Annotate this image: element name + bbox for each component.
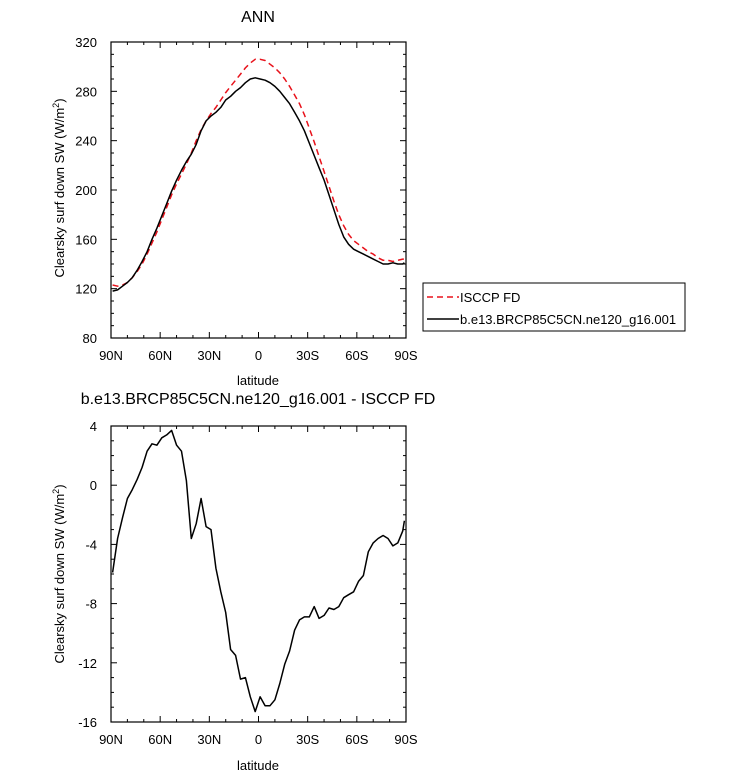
top-chart-x-tick-label: 30S — [296, 348, 319, 363]
top-chart-x-tick-label: 90S — [394, 348, 417, 363]
top-chart-y-axis-label-superscript: 2 — [51, 103, 61, 108]
top-chart-y-tick-label: 240 — [75, 134, 97, 149]
bottom-chart-x-tick-label: 90N — [99, 732, 123, 747]
legend: ISCCP FD b.e13.BRCP85C5CN.ne120_g16.001 — [422, 282, 686, 332]
bottom-chart-frame — [110, 425, 407, 723]
bottom-chart-y-tick-label: 0 — [90, 478, 97, 493]
bottom-chart-y-axis-label-main: Clearsky surf down SW (W/m — [52, 494, 67, 664]
bottom-chart-title: b.e13.BRCP85C5CN.ne120_g16.001 - ISCCP F… — [81, 391, 436, 408]
bottom-chart-series-line-0 — [111, 429, 406, 713]
top-chart: ANN 90N 60N 30N 0 30S 60S 90S 80 120 160 200 240 280… — [51, 9, 418, 388]
top-chart-title: ANN — [241, 9, 275, 26]
bottom-chart-plot-area: 90N 60N 30N 0 30S 60S 90S -16 -12 -8 -4 0 4 — [78, 419, 418, 747]
top-chart-y-tick-label: 200 — [75, 183, 97, 198]
top-chart-x-tick-label: 0 — [255, 348, 262, 363]
bottom-chart: b.e13.BRCP85C5CN.ne120_g16.001 - ISCCP F… — [51, 391, 435, 773]
bottom-chart-x-tick-label: 30S — [296, 732, 319, 747]
bottom-chart-x-tick-label: 0 — [255, 732, 262, 747]
bottom-chart-x-tick-label: 60N — [148, 732, 172, 747]
top-chart-y-tick-label: 120 — [75, 282, 97, 297]
top-chart-x-tick-label: 60S — [345, 348, 368, 363]
bottom-chart-y-tick-label: -4 — [85, 537, 97, 552]
bottom-chart-x-axis-label: latitude — [237, 758, 279, 773]
bottom-chart-x-tick-label: 30N — [197, 732, 221, 747]
bottom-chart-x-tick-label: 60S — [345, 732, 368, 747]
legend-label-model: b.e13.BRCP85C5CN.ne120_g16.001 — [460, 312, 676, 327]
bottom-chart-y-axis-label-tail: ) — [52, 484, 67, 488]
top-chart-y-tick-label: 320 — [75, 35, 97, 50]
top-chart-y-axis-label: Clearsky surf down SW (W/m2) — [51, 98, 67, 277]
top-chart-series-line-1 — [112, 77, 405, 292]
top-chart-y-tick-label: 80 — [83, 331, 97, 346]
top-chart-y-axis-label-tail: ) — [52, 98, 67, 102]
bottom-chart-y-tick-label: 4 — [90, 419, 97, 434]
top-chart-y-axis-label-main: Clearsky surf down SW (W/m — [52, 108, 67, 278]
bottom-chart-y-tick-label: -12 — [78, 656, 97, 671]
bottom-chart-y-axis-label: Clearsky surf down SW (W/m2) — [51, 484, 67, 663]
top-chart-frame — [110, 41, 407, 339]
bottom-chart-x-tick-label: 90S — [394, 732, 417, 747]
bottom-chart-y-tick-label: -8 — [85, 597, 97, 612]
top-chart-series-line-0 — [112, 58, 405, 287]
top-chart-y-tick-label: 160 — [75, 232, 97, 247]
legend-box — [422, 282, 686, 332]
top-chart-plot-area: 90N 60N 30N 0 30S 60S 90S 80 120 160 200 240 280 320 — [75, 35, 418, 363]
top-chart-x-tick-label: 90N — [99, 348, 123, 363]
top-chart-x-axis-label: latitude — [237, 373, 279, 388]
top-chart-y-tick-label: 280 — [75, 84, 97, 99]
bottom-chart-y-tick-label: -16 — [78, 715, 97, 730]
top-chart-x-tick-label: 60N — [148, 348, 172, 363]
legend-label-isccp-fd: ISCCP FD — [460, 290, 520, 305]
top-chart-x-tick-label: 30N — [197, 348, 221, 363]
bottom-chart-y-axis-label-superscript: 2 — [51, 489, 61, 494]
